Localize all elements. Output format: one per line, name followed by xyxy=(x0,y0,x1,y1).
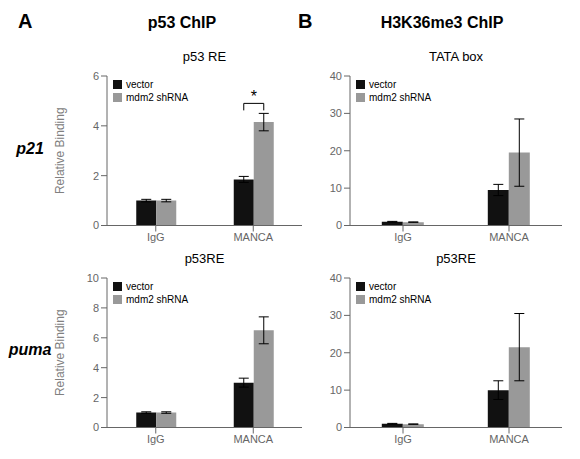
html-text:mdm2 shRNA: mdm2 shRNA xyxy=(126,92,189,103)
svg-text:0: 0 xyxy=(336,421,342,433)
html-text:vector: vector xyxy=(126,79,154,90)
html-text:H3K36me3 ChIP: H3K36me3 ChIP xyxy=(380,14,504,31)
svg-text:MANCA: MANCA xyxy=(489,433,529,445)
svg-text:IgG: IgG xyxy=(394,433,412,445)
html-text:puma: puma xyxy=(8,341,52,359)
svg-text:10: 10 xyxy=(87,271,99,283)
svg-text:30: 30 xyxy=(330,309,342,321)
svg-text:MANCA: MANCA xyxy=(233,231,273,243)
svg-text:4: 4 xyxy=(93,120,99,132)
svg-text:2: 2 xyxy=(93,170,99,182)
svg-text:0: 0 xyxy=(93,219,99,231)
html-text:A: A xyxy=(18,10,33,32)
html-text:p53 ChIP: p53 ChIP xyxy=(147,14,217,31)
html-text:mdm2 shRNA: mdm2 shRNA xyxy=(369,92,432,103)
svg-text:20: 20 xyxy=(330,145,342,157)
svg-text:0: 0 xyxy=(93,421,99,433)
svg-text:0: 0 xyxy=(336,219,342,231)
svg-text:30: 30 xyxy=(330,107,342,119)
svg-text:20: 20 xyxy=(330,346,342,358)
html-text:vector: vector xyxy=(126,280,154,292)
html-text:TATA box: TATA box xyxy=(428,49,484,64)
html-text:p21: p21 xyxy=(16,139,44,157)
html-text:vector: vector xyxy=(369,79,397,90)
svg-text:MANCA: MANCA xyxy=(489,231,529,243)
html-text:vector: vector xyxy=(369,280,397,292)
svg-text:10: 10 xyxy=(330,182,342,194)
html-text:p53 RE: p53 RE xyxy=(182,49,227,64)
svg-text:*: * xyxy=(251,88,257,105)
html-text:mdm2 shRNA: mdm2 shRNA xyxy=(369,293,432,305)
html-text:B: B xyxy=(298,10,313,32)
svg-text:4: 4 xyxy=(93,361,99,373)
svg-text:10: 10 xyxy=(330,384,342,396)
html-text:p53RE: p53RE xyxy=(184,250,225,266)
svg-text:40: 40 xyxy=(330,271,342,283)
svg-text:40: 40 xyxy=(330,70,342,82)
svg-text:6: 6 xyxy=(93,70,99,82)
svg-text:8: 8 xyxy=(93,301,99,313)
svg-text:MANCA: MANCA xyxy=(233,433,273,445)
svg-text:Relative Binding: Relative Binding xyxy=(53,309,67,396)
html-text:p53RE: p53RE xyxy=(436,250,476,266)
svg-text:2: 2 xyxy=(93,391,99,403)
svg-text:Relative Binding: Relative Binding xyxy=(53,107,67,194)
html-text:mdm2 shRNA: mdm2 shRNA xyxy=(126,293,189,305)
svg-text:IgG: IgG xyxy=(147,231,165,243)
svg-text:6: 6 xyxy=(93,331,99,343)
svg-text:IgG: IgG xyxy=(147,433,165,445)
svg-text:IgG: IgG xyxy=(394,231,412,243)
